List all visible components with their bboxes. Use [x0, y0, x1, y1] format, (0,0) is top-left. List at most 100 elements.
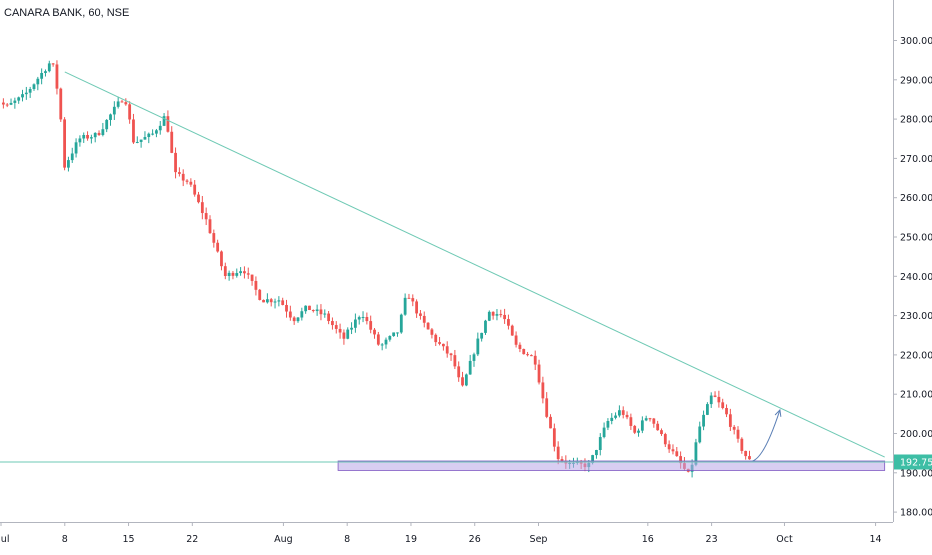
candle	[308, 305, 311, 311]
candle	[545, 392, 549, 419]
candle-body	[243, 271, 246, 274]
candle-body	[181, 173, 185, 181]
candle	[663, 432, 667, 448]
price-tick-label: 190.00	[900, 468, 932, 479]
candle-body	[101, 129, 105, 135]
candle	[170, 126, 174, 154]
candle-body	[70, 153, 74, 161]
candle-body	[445, 346, 449, 354]
candle	[212, 229, 216, 248]
candle-body	[47, 63, 51, 72]
candle-body	[732, 426, 736, 430]
candle-body	[526, 354, 529, 356]
price-tick-label: 210.00	[900, 390, 932, 401]
time-tick-label: 23	[706, 534, 718, 545]
candle	[667, 440, 671, 453]
candle-body	[277, 300, 281, 302]
time-tick-label: 8	[62, 534, 68, 545]
candle-body	[78, 138, 82, 143]
candle-body	[549, 416, 552, 429]
candle	[17, 96, 21, 104]
candle-body	[338, 328, 342, 333]
candle-body	[155, 130, 158, 134]
candle	[223, 262, 227, 280]
candle	[32, 83, 36, 91]
candle-body	[468, 360, 472, 375]
candle-body	[254, 280, 258, 290]
support-zone	[337, 460, 886, 471]
candle-body	[139, 139, 143, 142]
candle	[258, 288, 262, 301]
candle	[216, 239, 220, 253]
candle	[526, 351, 529, 357]
time-tick-label: 8	[344, 534, 350, 545]
candle-body	[487, 311, 491, 321]
time-tick-label: Aug	[274, 534, 293, 545]
candle	[392, 332, 396, 337]
candle	[89, 134, 93, 144]
candle-body	[541, 382, 545, 399]
candle	[415, 299, 419, 318]
time-tick-label: Jul	[0, 534, 9, 545]
candle	[637, 428, 640, 437]
candle	[518, 342, 522, 353]
candle-body	[698, 426, 702, 443]
candle	[633, 424, 637, 435]
candle-body	[177, 172, 181, 174]
candle	[610, 413, 614, 425]
candle-body	[166, 116, 170, 132]
candle	[595, 449, 598, 459]
candle-body	[223, 266, 227, 277]
candle	[189, 178, 193, 187]
candle	[640, 416, 644, 434]
candle	[109, 113, 112, 126]
candle-body	[353, 319, 357, 328]
candle	[388, 335, 392, 342]
candle-body	[1, 102, 5, 105]
candle-body	[388, 336, 392, 340]
candle	[713, 391, 717, 398]
candle-body	[93, 132, 97, 138]
candle-body	[472, 354, 476, 361]
candle	[748, 450, 751, 460]
candle	[63, 117, 66, 171]
candle-body	[285, 304, 288, 312]
candle-body	[656, 423, 660, 431]
candle-body	[522, 348, 526, 355]
candle	[21, 89, 24, 102]
candle-body	[419, 313, 422, 316]
candle	[522, 348, 526, 355]
candle	[86, 131, 89, 141]
candle	[93, 132, 97, 143]
candle-body	[346, 329, 350, 339]
candle-body	[151, 133, 155, 135]
candle-body	[350, 327, 353, 330]
candle	[373, 328, 376, 339]
candle	[200, 195, 204, 220]
price-tick-label: 270.00	[900, 154, 932, 165]
time-tick-label: 19	[405, 534, 417, 545]
candle-body	[158, 125, 162, 131]
candle-body	[13, 100, 17, 103]
candle	[243, 266, 246, 279]
candle	[246, 267, 250, 279]
candle	[5, 103, 9, 108]
candle-body	[552, 428, 556, 447]
candle	[480, 332, 484, 342]
candle-body	[422, 315, 426, 323]
candle	[503, 308, 507, 324]
candle	[644, 415, 648, 422]
candle-body	[713, 395, 717, 397]
candle	[59, 87, 63, 122]
candle-body	[533, 355, 537, 365]
candle	[441, 343, 445, 351]
candle	[529, 354, 533, 357]
candle	[51, 63, 55, 67]
candle-body	[120, 101, 124, 103]
candle-body	[476, 338, 480, 355]
candle	[67, 156, 70, 172]
candle-body	[135, 141, 139, 143]
candle	[453, 349, 457, 370]
